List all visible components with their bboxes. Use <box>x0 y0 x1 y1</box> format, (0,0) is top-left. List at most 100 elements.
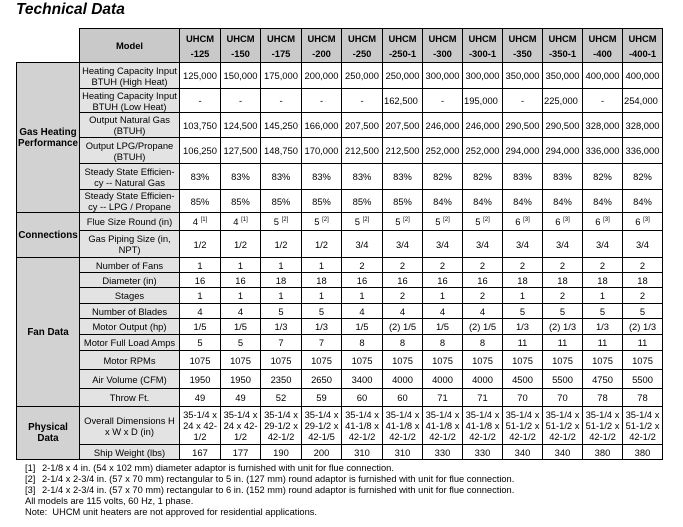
value-cell: 4 <box>462 303 503 319</box>
value-cell: 83% <box>220 163 261 190</box>
cell-value: 1/2 <box>274 238 288 250</box>
page-title: Technical Data <box>16 1 125 18</box>
cell-value: 330 <box>434 446 451 458</box>
value-cell: 1/3 <box>260 318 302 335</box>
cell-value: 49 <box>235 392 246 403</box>
footnote-ref: [3] <box>563 217 570 223</box>
value-cell: 328,000 <box>582 112 623 138</box>
value-cell: 1075 <box>582 350 623 370</box>
value-cell: 18 <box>542 272 583 288</box>
value-cell: 1/2 <box>301 230 342 258</box>
table-row: Output LPG/Propane (BTUH) 106,250 127,500 1… <box>17 137 663 164</box>
table-row: Connections Flue Size Round (in) 4 [1] 4 [1… <box>16 212 663 258</box>
cell-value: 300,000 <box>425 70 460 81</box>
cell-value: 1075 <box>632 354 653 366</box>
table-row: Stages 1 1 1 1 1 2 1 2 1 2 1 2 <box>17 287 663 304</box>
value-cell: 5500 <box>542 369 583 389</box>
cell-value: 59 <box>316 392 327 403</box>
cell-value: 1 <box>237 290 244 301</box>
value-cell: 1075 <box>341 350 383 370</box>
cell-value: 1/3 <box>595 321 610 332</box>
value-cell: (2) 1/3 <box>542 318 583 335</box>
value-cell: 350,000 <box>502 62 543 89</box>
footnote-ref: [2] <box>443 217 450 223</box>
table-row: Output Natural Gas (BTUH) 103,750 124,500 1… <box>17 112 663 138</box>
value-cell: 1075 <box>301 350 342 370</box>
value-cell: 1 <box>341 287 383 304</box>
cell-value: 1 <box>237 259 244 271</box>
value-cell: 18 <box>622 272 663 288</box>
cell-value: 190 <box>273 446 289 458</box>
cell-value: - <box>319 95 324 106</box>
value-cell: 82% <box>622 163 663 190</box>
cell-value: 1075 <box>512 354 533 366</box>
model-column-header: UHCM -150 <box>220 28 261 63</box>
cell-value: 162,500 <box>384 95 418 106</box>
cell-value: 70 <box>517 392 528 403</box>
cell-value: 380 <box>634 446 651 458</box>
cell-value: 2350 <box>270 373 292 385</box>
cell-value: 16 <box>194 274 206 286</box>
value-cell: 3/4 <box>542 230 583 258</box>
value-cell: 71 <box>422 388 463 407</box>
value-cell: 2 <box>502 257 543 273</box>
model-series: UHCM <box>588 32 617 44</box>
cell-value: 11 <box>637 337 648 348</box>
row-label: Diameter (in) <box>79 272 180 288</box>
value-cell: 4000 <box>382 369 423 389</box>
value-cell: 1075 <box>220 350 261 370</box>
cell-value: 177 <box>232 446 249 458</box>
value-cell: 4 <box>220 303 261 319</box>
cell-value: 400,000 <box>625 70 660 81</box>
value-cell: - <box>502 88 543 113</box>
value-cell: 85% <box>301 189 342 213</box>
value-cell: 177 <box>220 444 261 460</box>
value-cell: 1 <box>260 287 302 304</box>
value-cell: 35-1/4 x 51-1/2 x 42-1/2 <box>542 406 583 445</box>
row-label: Output LPG/Propane (BTUH) <box>79 137 180 164</box>
cell-value: 11 <box>517 337 528 348</box>
cell-value: 330 <box>474 446 491 458</box>
general-note: Note: UHCM unit heaters are not approved… <box>25 507 317 518</box>
cell-value: 83% <box>352 171 372 182</box>
cell-value: 5 <box>599 305 606 317</box>
value-cell: 71 <box>462 388 503 407</box>
group-label: Gas Heating Performance <box>16 62 80 213</box>
value-cell: 124,500 <box>220 112 261 138</box>
cell-value: 5 <box>395 216 401 227</box>
cell-value: 1 <box>278 259 284 271</box>
cell-value: 2 <box>479 290 486 301</box>
cell-value: 4500 <box>512 373 533 385</box>
cell-value: 35-1/4 x 51-1/2 x 42-1/2 <box>625 409 660 442</box>
value-cell: 35-1/4 x 41-1/8 x 42-1/2 <box>382 406 423 445</box>
value-cell: 250,000 <box>382 62 423 89</box>
cell-value: 83% <box>231 171 250 182</box>
model-column-header: UHCM -300-1 <box>462 28 503 63</box>
technical-data-table: Model UHCM -125 UHCM -150 UHCM -175 UHCM -200 UHC… <box>16 28 663 460</box>
cell-value: 350,000 <box>545 70 580 81</box>
cell-value: 2 <box>359 259 365 271</box>
cell-value: 2 <box>399 259 406 271</box>
value-cell: 1 <box>502 287 543 304</box>
row-label: Steady State Efficien-cy -- Natural Gas <box>79 163 180 190</box>
cell-value: 2 <box>599 259 606 271</box>
value-cell: 83% <box>542 163 583 190</box>
cell-value: 1/2 <box>193 238 207 250</box>
cell-value: 84% <box>433 195 452 207</box>
cell-value: 207,500 <box>385 119 420 131</box>
value-cell: 252,000 <box>462 137 503 164</box>
cell-value: 4 <box>192 216 198 227</box>
footnote-ref: [3] <box>603 217 610 223</box>
value-cell: 1 <box>301 257 342 273</box>
cell-value: (2) 1/5 <box>468 321 497 332</box>
value-cell: 207,500 <box>341 112 383 138</box>
cell-value: 84% <box>473 195 492 207</box>
value-cell: 60 <box>341 388 383 407</box>
value-cell: 16 <box>220 272 261 288</box>
cell-value: 18 <box>517 274 528 286</box>
value-cell: 4 <box>382 303 423 319</box>
cell-value: 4 <box>479 305 486 317</box>
value-cell: 84% <box>462 189 503 213</box>
value-cell: 167 <box>179 444 221 460</box>
model-number: -250 <box>352 47 372 59</box>
